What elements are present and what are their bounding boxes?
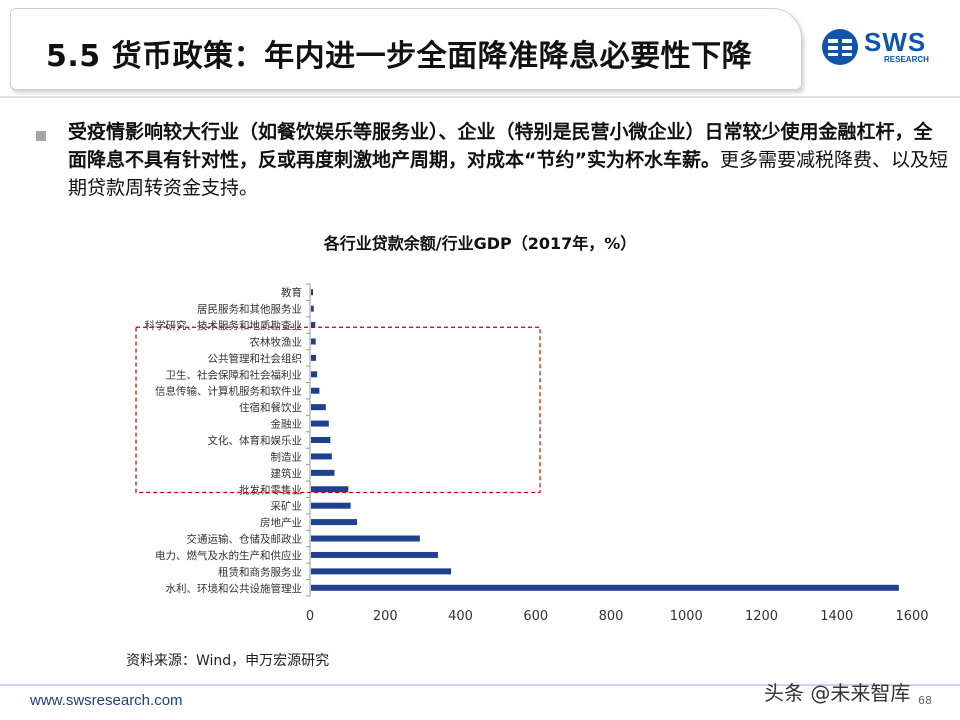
bar: [311, 437, 331, 443]
category-label: 水利、环境和公共设施管理业: [166, 582, 303, 595]
category-label: 信息传输、计算机服务和软件业: [155, 385, 302, 398]
category-label: 住宿和餐饮业: [239, 401, 302, 414]
highlight-box: [135, 326, 541, 494]
bar: [311, 469, 335, 476]
category-label: 文化、体育和娱乐业: [208, 434, 303, 447]
category-label: 教育: [281, 286, 302, 299]
watermark: 头条 @未来智库: [764, 681, 911, 705]
category-label: 批发和零售业: [239, 483, 302, 496]
category-label: 公共管理和社会组织: [208, 352, 303, 365]
body-bold-text: 受疫情影响较大行业（如餐饮娱乐等服务业）、企业（特别是民营小微企业）日常较少使用…: [68, 121, 933, 171]
bar: [311, 404, 326, 411]
title-box: [10, 8, 802, 90]
x-tick-label: 800: [599, 609, 624, 624]
x-tick-label: 1600: [895, 609, 928, 624]
bar: [311, 584, 899, 591]
category-label: 建筑业: [271, 467, 303, 480]
bar: [311, 420, 329, 427]
bar: [311, 338, 316, 345]
bar: [311, 305, 314, 312]
body-normal-text: 更多需要减税降费、以及短期贷款周转资金支持。: [68, 149, 948, 199]
page-title: 5.5 货币政策：年内进一步全面降准降息必要性下降: [46, 39, 753, 74]
footer-divider: [0, 684, 960, 686]
x-tick-label: 1400: [820, 609, 853, 624]
footer-url-link[interactable]: www.swsresearch.com: [30, 692, 183, 709]
x-tick-label: 1000: [670, 609, 703, 624]
category-label: 租赁和商务服务业: [218, 565, 302, 578]
bar: [311, 519, 358, 526]
bar: [311, 568, 452, 575]
category-label: 科学研究、技术服务和地质勘查业: [145, 319, 303, 332]
logo-text: SWS: [864, 27, 927, 57]
header-divider: [0, 96, 960, 98]
category-label: 采矿业: [271, 500, 303, 513]
category-label: 电力、燃气及水的生产和供应业: [155, 549, 302, 562]
x-tick-label: 200: [373, 609, 398, 624]
category-label: 金融业: [271, 418, 303, 431]
page-number: 68: [918, 694, 932, 707]
logo-subtext: RESEARCH: [884, 55, 929, 64]
x-tick-label: 400: [448, 609, 473, 624]
category-label: 交通运输、仓储及邮政业: [187, 533, 303, 546]
bar: [311, 502, 351, 509]
chart-title: 各行业贷款余额/行业GDP（2017年，%）: [323, 234, 637, 253]
source-note: 资料来源：Wind，申万宏源研究: [126, 653, 330, 669]
sws-logo: SWS RESEARCH: [820, 25, 940, 70]
category-label: 房地产业: [260, 516, 302, 529]
bar: [311, 535, 420, 542]
category-label: 制造业: [271, 450, 303, 463]
bar: [311, 289, 314, 296]
logo-emblem-icon: [822, 29, 858, 65]
bar: [311, 486, 349, 493]
bar: [311, 387, 320, 394]
category-label: 居民服务和其他服务业: [197, 303, 302, 316]
bullet-square-icon: [36, 131, 46, 141]
body-paragraph: 受疫情影响较大行业（如餐饮娱乐等服务业）、企业（特别是民营小微企业）日常较少使用…: [68, 118, 948, 202]
x-tick-label: 1200: [745, 609, 778, 624]
bar: [311, 322, 316, 329]
bar: [311, 354, 317, 361]
bar: [311, 551, 438, 558]
bar: [311, 453, 332, 460]
x-tick-label: 0: [306, 609, 314, 624]
x-tick-label: 600: [523, 609, 548, 624]
category-label: 农林牧渔业: [250, 335, 303, 348]
category-label: 卫生、社会保障和社会福利业: [166, 368, 303, 381]
bar: [311, 371, 318, 378]
